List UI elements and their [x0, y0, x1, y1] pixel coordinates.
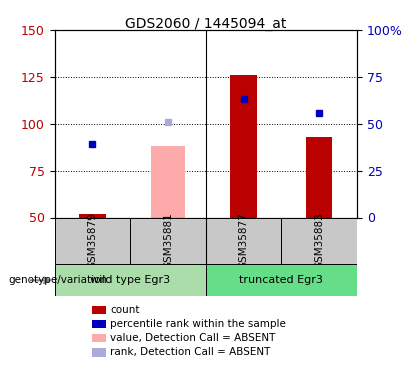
- Text: GSM35879: GSM35879: [87, 213, 97, 269]
- FancyBboxPatch shape: [206, 264, 357, 296]
- Text: wild type Egr3: wild type Egr3: [90, 275, 170, 285]
- Bar: [79, 214, 106, 217]
- Text: truncated Egr3: truncated Egr3: [239, 275, 323, 285]
- Text: GSM35883: GSM35883: [314, 213, 324, 269]
- Text: value, Detection Call = ABSENT: value, Detection Call = ABSENT: [110, 333, 276, 343]
- Bar: [306, 137, 333, 218]
- FancyBboxPatch shape: [55, 264, 206, 296]
- Bar: [231, 75, 257, 217]
- Text: percentile rank within the sample: percentile rank within the sample: [110, 319, 286, 329]
- Text: rank, Detection Call = ABSENT: rank, Detection Call = ABSENT: [110, 348, 270, 357]
- Text: genotype/variation: genotype/variation: [8, 275, 108, 285]
- Text: GSM35877: GSM35877: [239, 213, 249, 269]
- Text: GDS2060 / 1445094_at: GDS2060 / 1445094_at: [125, 17, 286, 31]
- FancyBboxPatch shape: [206, 217, 281, 264]
- Bar: [151, 146, 185, 218]
- FancyBboxPatch shape: [130, 217, 206, 264]
- FancyBboxPatch shape: [281, 217, 357, 264]
- Text: GSM35881: GSM35881: [163, 213, 173, 269]
- FancyBboxPatch shape: [55, 217, 130, 264]
- Text: count: count: [110, 305, 139, 315]
